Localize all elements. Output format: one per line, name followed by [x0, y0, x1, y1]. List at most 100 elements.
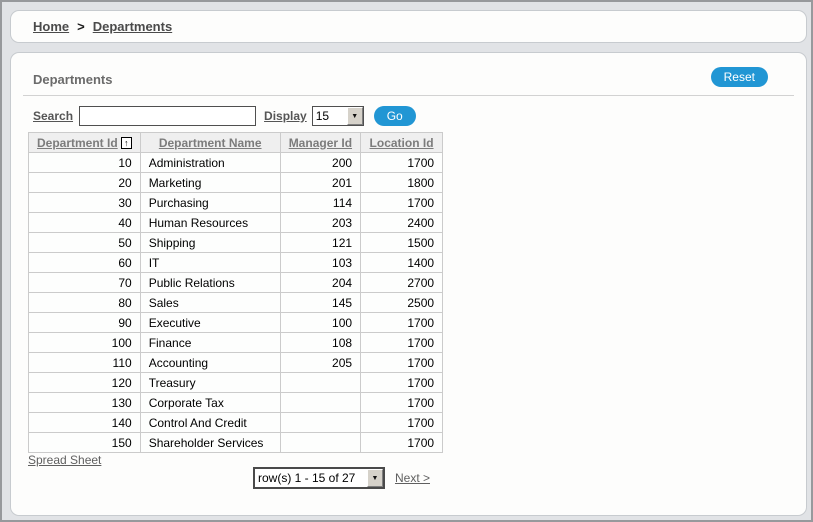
- table-cell: 140: [28, 412, 141, 433]
- table-row: 50 Shipping 121 1500: [28, 232, 444, 253]
- table-cell: [279, 392, 362, 413]
- table-cell: 90: [28, 312, 141, 333]
- table-cell: Administration: [139, 152, 281, 173]
- sort-ascending-icon: ↑: [120, 136, 132, 149]
- table-cell: Shipping: [139, 232, 281, 253]
- table-cell: 30: [28, 192, 141, 213]
- reset-button[interactable]: Reset: [710, 67, 768, 87]
- table-cell: 70: [28, 272, 141, 293]
- region-header: Departments Reset: [23, 53, 794, 96]
- table-cell: 200: [279, 152, 362, 173]
- table-cell: 150: [28, 432, 141, 453]
- table-cell: IT: [139, 252, 281, 273]
- table-cell: 2400: [360, 212, 444, 233]
- table-cell: 10: [28, 152, 141, 173]
- table-cell: Finance: [139, 332, 281, 353]
- table-cell: 205: [279, 352, 362, 373]
- table-header-row: Department Id ↑ Department Name Manager Id L…: [28, 132, 444, 153]
- table-cell: 1700: [360, 392, 444, 413]
- table-cell: Accounting: [139, 352, 281, 373]
- dropdown-arrow-icon: ▼: [366, 469, 383, 487]
- pagination: row(s) 1 - 15 of 27 ▼ Next >: [28, 467, 438, 489]
- table-row: 150 Shareholder Services 1700: [28, 432, 444, 453]
- table-row: 20 Marketing 201 1800: [28, 172, 444, 193]
- table-cell: Executive: [139, 312, 281, 333]
- breadcrumb-link-departments[interactable]: Departments: [92, 19, 173, 34]
- table-row: 60 IT 103 1400: [28, 252, 444, 273]
- go-button[interactable]: Go: [373, 106, 416, 126]
- table-cell: 121: [279, 232, 362, 253]
- table-cell: 100: [28, 332, 141, 353]
- search-toolbar: Search Display 15 ▼ Go: [33, 105, 416, 127]
- table-row: 40 Human Resources 203 2400: [28, 212, 444, 233]
- column-header-link[interactable]: Department Name: [158, 135, 262, 150]
- table-cell: Corporate Tax: [139, 392, 281, 413]
- table-cell: 1500: [360, 232, 444, 253]
- table-cell: Purchasing: [139, 192, 281, 213]
- column-header-link[interactable]: Manager Id: [288, 135, 353, 150]
- table-cell: 100: [279, 312, 362, 333]
- table-cell: 20: [28, 172, 141, 193]
- table-row: 80 Sales 145 2500: [28, 292, 444, 313]
- table-cell: 110: [28, 352, 141, 373]
- table-cell: 1700: [360, 352, 444, 373]
- table-cell: 1700: [360, 152, 444, 173]
- table-cell: 80: [28, 292, 141, 313]
- column-header: Manager Id: [279, 132, 362, 153]
- table-cell: 145: [279, 292, 362, 313]
- pagination-select[interactable]: row(s) 1 - 15 of 27 ▼: [252, 467, 385, 489]
- table-cell: 60: [28, 252, 141, 273]
- table-row: 140 Control And Credit 1700: [28, 412, 444, 433]
- column-header-link[interactable]: Department Id: [37, 135, 118, 150]
- table-cell: 1700: [360, 192, 444, 213]
- display-select-value: 15: [315, 109, 330, 123]
- breadcrumb: Home > Departments: [10, 10, 807, 43]
- column-header: Department Id ↑: [28, 132, 141, 153]
- table-cell: 2500: [360, 292, 444, 313]
- table-cell: 1800: [360, 172, 444, 193]
- next-link[interactable]: Next >: [394, 471, 430, 485]
- table-cell: 130: [28, 392, 141, 413]
- table-cell: 2700: [360, 272, 444, 293]
- table-cell: 203: [279, 212, 362, 233]
- dropdown-arrow-icon: ▼: [346, 107, 363, 125]
- breadcrumb-link-home[interactable]: Home: [33, 19, 70, 34]
- table-cell: Human Resources: [139, 212, 281, 233]
- pagination-value: row(s) 1 - 15 of 27: [257, 471, 356, 485]
- table-cell: Sales: [139, 292, 281, 313]
- spreadsheet-link[interactable]: Spread Sheet: [28, 453, 102, 467]
- table-cell: 1700: [360, 332, 444, 353]
- table-cell: [279, 432, 362, 453]
- table-cell: 1700: [360, 372, 444, 393]
- table-cell: 40: [28, 212, 141, 233]
- table-cell: 204: [279, 272, 362, 293]
- table-cell: 1700: [360, 412, 444, 433]
- table-cell: [279, 412, 362, 433]
- table-row: 110 Accounting 205 1700: [28, 352, 444, 373]
- table-cell: Marketing: [139, 172, 281, 193]
- table-cell: 50: [28, 232, 141, 253]
- column-header: Location Id: [360, 132, 444, 153]
- search-input[interactable]: [79, 106, 257, 126]
- table-row: 130 Corporate Tax 1700: [28, 392, 444, 413]
- search-label[interactable]: Search: [33, 109, 74, 123]
- table-row: 10 Administration 200 1700: [28, 152, 444, 173]
- table-row: 70 Public Relations 204 2700: [28, 272, 444, 293]
- table-cell: Public Relations: [139, 272, 281, 293]
- table-cell: 201: [279, 172, 362, 193]
- page-title: Departments: [33, 72, 113, 87]
- table-cell: 114: [279, 192, 362, 213]
- table-row: 90 Executive 100 1700: [28, 312, 444, 333]
- table-cell: 103: [279, 252, 362, 273]
- column-header-link[interactable]: Location Id: [369, 135, 434, 150]
- display-select[interactable]: 15 ▼: [311, 106, 364, 126]
- table-cell: Shareholder Services: [139, 432, 281, 453]
- departments-table: Department Id ↑ Department Name Manager Id L…: [28, 132, 444, 453]
- departments-region: Departments Reset Search Display 15 ▼ Go…: [10, 52, 807, 516]
- table-row: 100 Finance 108 1700: [28, 332, 444, 353]
- table-cell: Treasury: [139, 372, 281, 393]
- display-label[interactable]: Display: [264, 109, 307, 123]
- table-cell: 120: [28, 372, 141, 393]
- table-cell: 108: [279, 332, 362, 353]
- column-header: Department Name: [139, 132, 281, 153]
